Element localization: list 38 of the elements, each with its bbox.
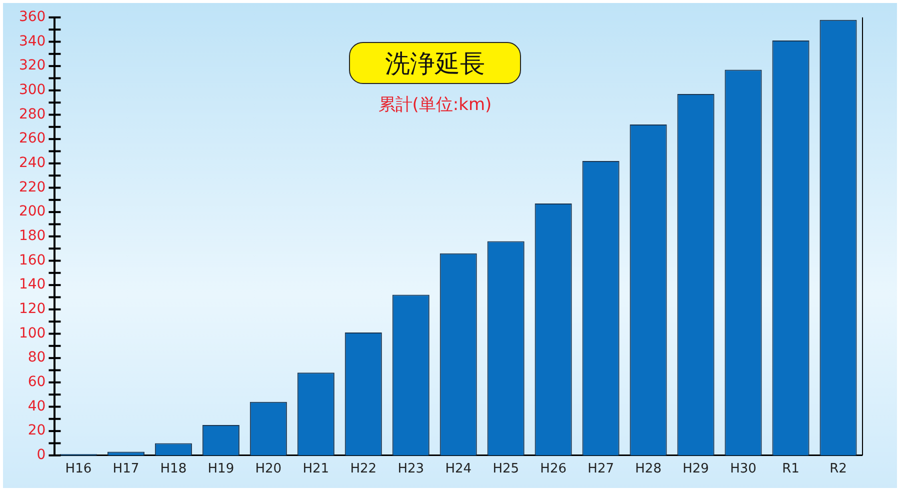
x-tick-label: H16 xyxy=(65,462,92,477)
x-tick-label: H19 xyxy=(208,462,234,477)
y-tick-label: 20 xyxy=(28,422,46,439)
x-tick-label: H27 xyxy=(588,462,614,477)
x-tick-label: H20 xyxy=(255,462,282,477)
y-tick-label: 100 xyxy=(18,325,46,342)
y-tick-label: 160 xyxy=(18,252,46,268)
text: 洗浄延長 xyxy=(349,42,521,84)
x-tick-label: H23 xyxy=(398,462,424,477)
x-tick-label: H29 xyxy=(682,462,709,477)
y-tick-label: 260 xyxy=(18,130,46,147)
y-tick-label: 360 xyxy=(18,9,46,26)
x-tick-label: H21 xyxy=(302,462,330,477)
y-tick-label: 340 xyxy=(18,33,46,50)
x-tick-label: H22 xyxy=(350,462,377,477)
x-tick-label: H25 xyxy=(492,462,520,477)
x-tick-label: H18 xyxy=(160,462,187,477)
y-tick-label: 320 xyxy=(18,58,46,74)
y-tick-label: 180 xyxy=(18,228,46,244)
y-tick-label: 40 xyxy=(28,398,46,414)
y-tick-label: 120 xyxy=(18,301,46,318)
x-tick-label: H26 xyxy=(540,462,566,477)
x-tick-label: R1 xyxy=(782,462,800,477)
y-tick-label: 60 xyxy=(28,374,46,390)
y-tick-label: 0 xyxy=(36,447,46,464)
y-tick-label: 280 xyxy=(18,106,46,122)
x-tick-label: R2 xyxy=(830,462,847,477)
y-tick-label: 140 xyxy=(18,276,46,293)
x-tick-label: H17 xyxy=(112,462,140,477)
y-tick-label: 80 xyxy=(28,350,46,366)
y-tick-label: 200 xyxy=(18,204,46,220)
text: 累計(単位:km) xyxy=(377,94,493,116)
y-tick-label: 240 xyxy=(18,155,46,172)
x-tick-label: H30 xyxy=(730,462,756,477)
x-tick-label: H28 xyxy=(635,462,662,477)
y-tick-label: 300 xyxy=(18,82,46,98)
y-tick-label: 220 xyxy=(18,179,46,196)
x-tick-label: H24 xyxy=(445,462,472,477)
